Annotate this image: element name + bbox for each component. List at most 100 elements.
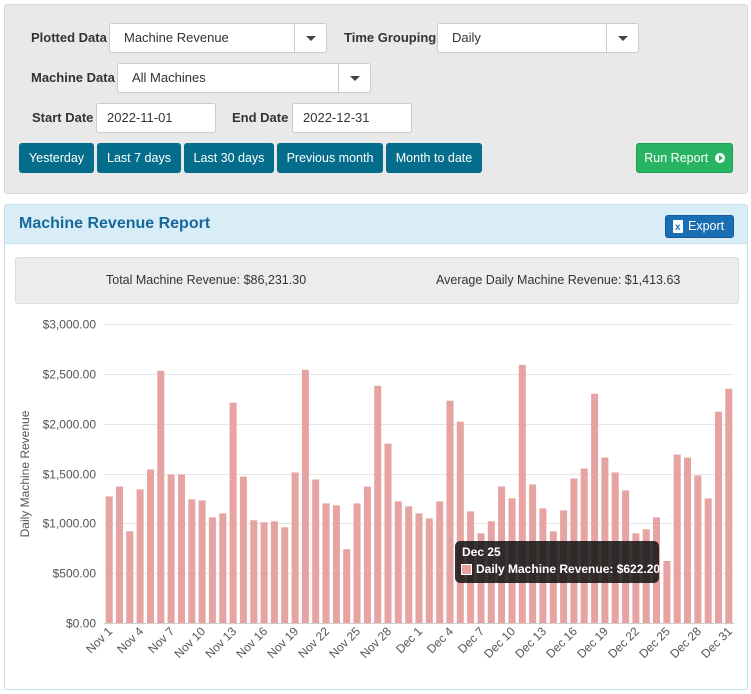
bar[interactable] bbox=[229, 402, 237, 623]
y-tick-label: $2,500.00 bbox=[43, 368, 97, 382]
bar[interactable] bbox=[694, 475, 702, 624]
bar-tooltip: Dec 25 Daily Machine Revenue: $622.20 bbox=[455, 541, 661, 583]
x-tick-label: Nov 10 bbox=[171, 624, 208, 661]
y-tick-label: $500.00 bbox=[53, 567, 97, 581]
bar[interactable] bbox=[704, 498, 712, 623]
y-axis-ticks: $0.00 $500.00 $1,000.00 $1,500.00 $2,000.00 $… bbox=[43, 318, 97, 631]
x-tick-label: Dec 16 bbox=[543, 624, 580, 661]
x-tick-label: Dec 1 bbox=[393, 624, 425, 656]
x-tick-label: Nov 13 bbox=[202, 624, 239, 661]
x-tick-label: Dec 25 bbox=[636, 624, 673, 661]
x-tick-label: Dec 10 bbox=[481, 624, 518, 661]
bar[interactable] bbox=[343, 549, 351, 623]
y-tick-label: $0.00 bbox=[66, 617, 96, 631]
yesterday-button[interactable]: Yesterday bbox=[19, 143, 94, 173]
bar[interactable] bbox=[518, 364, 526, 623]
x-tick-label: Dec 22 bbox=[605, 624, 642, 661]
x-tick-label: Dec 4 bbox=[424, 624, 456, 656]
x-tick-label: Nov 16 bbox=[233, 624, 270, 661]
start-date-input[interactable]: 2022-11-01 bbox=[96, 103, 216, 133]
bar[interactable] bbox=[147, 469, 154, 624]
total-revenue-text: Total Machine Revenue: $86,231.30 bbox=[106, 273, 307, 287]
x-tick-label: Nov 19 bbox=[264, 624, 301, 661]
bar[interactable] bbox=[715, 411, 722, 623]
bar[interactable] bbox=[363, 486, 371, 624]
bar[interactable] bbox=[663, 561, 671, 623]
month-to-date-button[interactable]: Month to date bbox=[386, 143, 482, 173]
bar[interactable] bbox=[281, 527, 289, 623]
x-tick-label: Nov 4 bbox=[114, 624, 146, 656]
bar[interactable] bbox=[116, 486, 123, 624]
bars bbox=[105, 364, 733, 624]
bar[interactable] bbox=[322, 503, 330, 623]
excel-file-icon bbox=[673, 217, 683, 238]
run-report-button[interactable]: Run Report bbox=[636, 143, 733, 173]
report-title: Machine Revenue Report bbox=[19, 215, 211, 232]
y-tick-label: $1,000.00 bbox=[43, 517, 97, 531]
last-7-days-button[interactable]: Last 7 days bbox=[97, 143, 181, 173]
tooltip-value: Daily Machine Revenue: $622.20 bbox=[476, 562, 661, 576]
bar[interactable] bbox=[167, 474, 175, 624]
y-tick-label: $3,000.00 bbox=[43, 318, 97, 332]
bar[interactable] bbox=[270, 521, 278, 623]
bar[interactable] bbox=[415, 513, 423, 623]
plotted-data-select[interactable]: Machine Revenue bbox=[109, 23, 327, 53]
average-revenue-text: Average Daily Machine Revenue: $1,413.63 bbox=[436, 273, 681, 287]
time-grouping-label: Time Grouping bbox=[344, 30, 437, 45]
bar[interactable] bbox=[188, 499, 196, 623]
bar[interactable] bbox=[219, 513, 227, 623]
bar[interactable] bbox=[384, 443, 392, 623]
bar[interactable] bbox=[425, 518, 433, 623]
tooltip-swatch bbox=[461, 564, 472, 575]
end-date-label: End Date bbox=[232, 110, 289, 125]
time-grouping-select[interactable]: Daily bbox=[437, 23, 639, 53]
bar[interactable] bbox=[394, 501, 402, 623]
play-circle-icon bbox=[714, 153, 725, 163]
bar[interactable] bbox=[260, 522, 268, 623]
bar[interactable] bbox=[601, 457, 609, 623]
bar[interactable] bbox=[312, 479, 320, 624]
y-axis-label: Daily Machine Revenue bbox=[18, 410, 32, 537]
bar[interactable] bbox=[157, 370, 165, 623]
machine-data-value: All Machines bbox=[132, 70, 206, 85]
bar[interactable] bbox=[673, 454, 681, 623]
chevron-down-icon bbox=[294, 24, 326, 52]
bar[interactable] bbox=[436, 501, 444, 623]
bar[interactable] bbox=[725, 388, 733, 623]
x-tick-label: Dec 13 bbox=[512, 624, 549, 661]
bar[interactable] bbox=[239, 476, 247, 624]
bar[interactable] bbox=[405, 506, 413, 623]
bar[interactable] bbox=[250, 520, 258, 623]
bar[interactable] bbox=[136, 489, 144, 623]
time-grouping-value: Daily bbox=[452, 30, 481, 45]
last-30-days-button[interactable]: Last 30 days bbox=[184, 143, 274, 173]
run-report-label: Run Report bbox=[644, 151, 709, 165]
bar[interactable] bbox=[353, 503, 361, 623]
bar[interactable] bbox=[684, 457, 691, 623]
x-tick-label: Nov 28 bbox=[357, 624, 394, 661]
bar[interactable] bbox=[198, 500, 206, 623]
export-button[interactable]: Export bbox=[665, 215, 734, 238]
bar[interactable] bbox=[301, 369, 309, 623]
plotted-data-value: Machine Revenue bbox=[124, 30, 229, 45]
bar[interactable] bbox=[332, 505, 340, 623]
bar[interactable] bbox=[456, 421, 464, 623]
y-tick-label: $1,500.00 bbox=[43, 468, 97, 482]
end-date-input[interactable]: 2022-12-31 bbox=[292, 103, 412, 133]
bar[interactable] bbox=[178, 474, 185, 624]
bar[interactable] bbox=[126, 531, 134, 623]
machine-data-select[interactable]: All Machines bbox=[117, 63, 371, 93]
report-header: Machine Revenue Report Export bbox=[5, 205, 747, 244]
previous-month-button[interactable]: Previous month bbox=[277, 143, 383, 173]
bar[interactable] bbox=[374, 385, 382, 623]
x-tick-label: Dec 28 bbox=[667, 624, 704, 661]
y-tick-label: $2,000.00 bbox=[43, 418, 97, 432]
bar[interactable] bbox=[291, 472, 299, 624]
bar[interactable] bbox=[208, 517, 216, 623]
bar[interactable] bbox=[591, 393, 599, 623]
bar[interactable] bbox=[105, 496, 113, 623]
bar[interactable] bbox=[446, 400, 454, 623]
chevron-down-icon bbox=[606, 24, 638, 52]
start-date-label: Start Date bbox=[32, 110, 94, 125]
